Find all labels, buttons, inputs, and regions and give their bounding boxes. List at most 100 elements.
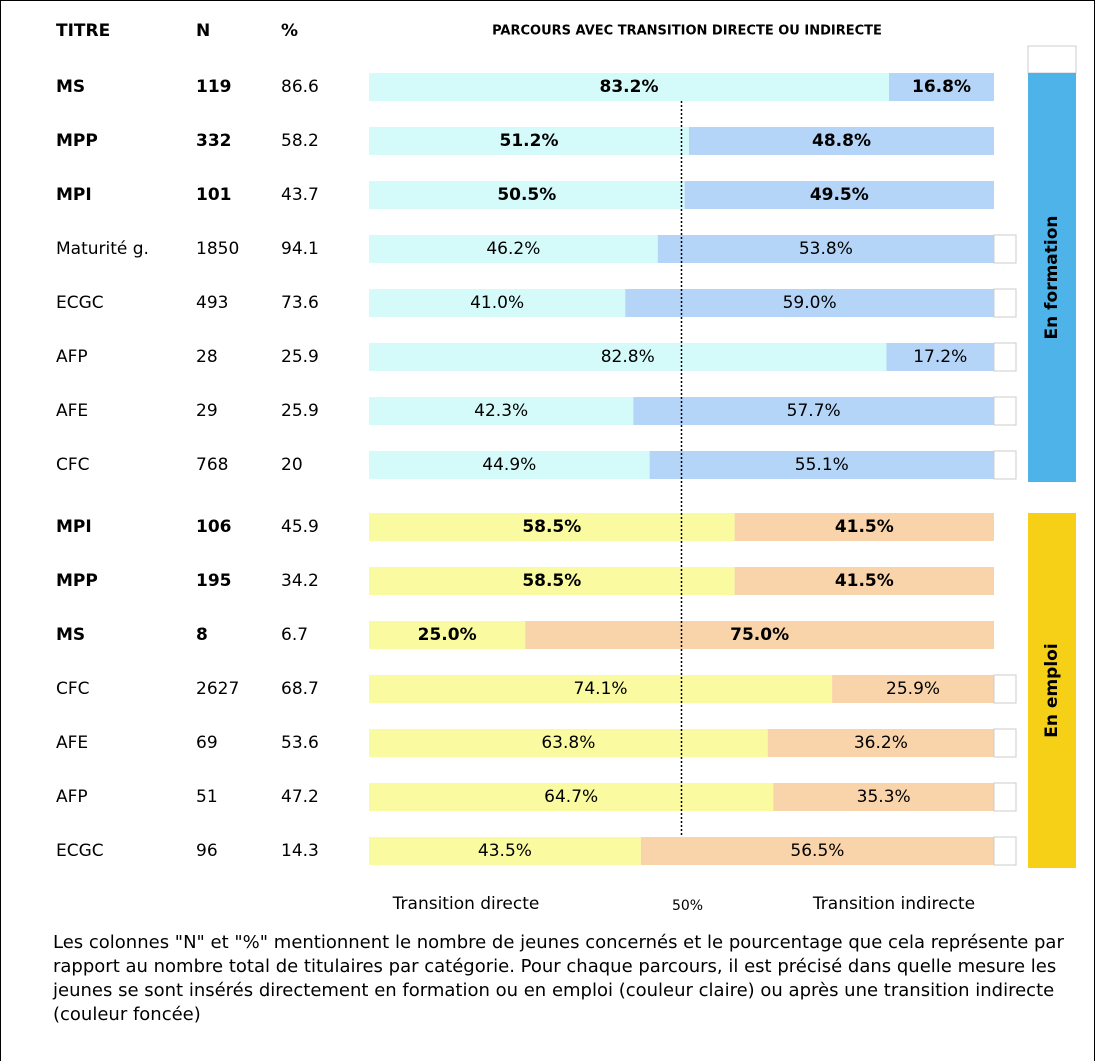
row-pct: 25.9 xyxy=(281,401,319,421)
bar-label: 82.8% xyxy=(601,347,655,367)
row-n: 493 xyxy=(196,293,228,313)
row-pct: 58.2 xyxy=(281,131,319,151)
row-n: 101 xyxy=(196,185,232,205)
bar-segment xyxy=(657,235,994,263)
row-label: MPI xyxy=(56,185,92,205)
group-label: En emploi xyxy=(1042,643,1062,737)
bar-segment xyxy=(369,343,887,371)
row-pct: 47.2 xyxy=(281,787,319,807)
row-label: AFE xyxy=(56,401,88,421)
bar-segment xyxy=(369,837,641,865)
bar-label: 56.5% xyxy=(790,841,844,861)
bar-label: 41.5% xyxy=(835,517,894,537)
row-pct: 6.7 xyxy=(281,625,308,645)
end-box xyxy=(993,396,1017,426)
note: Les colonnes "N" et "%" mentionnent le n… xyxy=(53,932,1064,1025)
bar-segment xyxy=(369,397,634,425)
bar-label: 74.1% xyxy=(574,679,628,699)
row-pct: 73.6 xyxy=(281,293,319,313)
bar-label: 50.5% xyxy=(497,185,556,205)
row-label: ECGC xyxy=(56,293,104,313)
row-label: AFE xyxy=(56,733,88,753)
bar-segment xyxy=(369,289,626,317)
row-label: Maturité g. xyxy=(56,239,149,259)
bar-segment xyxy=(832,675,994,703)
header-pct: % xyxy=(281,21,298,41)
end-box xyxy=(993,836,1017,866)
bar-label: 53.8% xyxy=(799,239,853,259)
bar-segment xyxy=(640,837,994,865)
bar-label: 16.8% xyxy=(912,77,971,97)
row-label: MPP xyxy=(56,131,98,151)
row-label: MS xyxy=(56,625,85,645)
bar-label: 25.9% xyxy=(886,679,940,699)
row-n: 69 xyxy=(196,733,218,753)
legend-indirect: Transition indirecte xyxy=(812,894,975,914)
bar-segment xyxy=(369,127,689,155)
bar-segment xyxy=(633,397,994,425)
row-label: AFP xyxy=(56,787,88,807)
bar-segment xyxy=(369,73,889,101)
row-n: 8 xyxy=(196,625,208,645)
end-box xyxy=(993,782,1017,812)
end-box xyxy=(993,234,1017,264)
bar-segment xyxy=(369,783,774,811)
bar-segment xyxy=(625,289,994,317)
bar-segment xyxy=(369,451,650,479)
bar-segment xyxy=(525,621,994,649)
row-label: CFC xyxy=(56,679,90,699)
bar-label: 58.5% xyxy=(522,517,581,537)
bar-segment xyxy=(369,181,685,209)
header-titre: TITRE xyxy=(56,21,110,41)
bar-segment xyxy=(767,729,994,757)
row-label: MS xyxy=(56,77,85,97)
bar-label: 63.8% xyxy=(541,733,595,753)
bar-label: 35.3% xyxy=(857,787,911,807)
bar-label: 51.2% xyxy=(500,131,559,151)
end-box xyxy=(993,674,1017,704)
bar-segment xyxy=(684,181,994,209)
bar-label: 42.3% xyxy=(474,401,528,421)
row-label: MPI xyxy=(56,517,92,537)
bar-label: 58.5% xyxy=(522,571,581,591)
row-n: 29 xyxy=(196,401,218,421)
bar-label: 57.7% xyxy=(787,401,841,421)
row-pct: 34.2 xyxy=(281,571,319,591)
bar-label: 46.2% xyxy=(486,239,540,259)
bar-label: 48.8% xyxy=(812,131,871,151)
legend-direct: Transition directe xyxy=(392,894,540,914)
bar-label: 75.0% xyxy=(730,625,789,645)
row-pct: 43.7 xyxy=(281,185,319,205)
row-label: ECGC xyxy=(56,841,104,861)
bar-label: 64.7% xyxy=(544,787,598,807)
bar-label: 44.9% xyxy=(482,455,536,475)
row-pct: 25.9 xyxy=(281,347,319,367)
bar-segment xyxy=(369,729,768,757)
bar-segment xyxy=(649,451,994,479)
row-label: MPP xyxy=(56,571,98,591)
group-bar xyxy=(1028,513,1076,868)
group-bar xyxy=(1028,73,1076,482)
bar-label: 83.2% xyxy=(600,77,659,97)
row-pct: 68.7 xyxy=(281,679,319,699)
bar-segment xyxy=(886,343,994,371)
x-tick-label: 50% xyxy=(672,898,703,914)
bar-segment xyxy=(734,513,994,541)
bar-segment xyxy=(369,235,658,263)
bar-segment xyxy=(889,73,994,101)
bar-segment xyxy=(369,567,735,595)
end-box xyxy=(993,288,1017,318)
row-n: 2627 xyxy=(196,679,239,699)
chart: TITRE N % PARCOURS AVEC TRANSITION DIREC… xyxy=(56,21,1077,914)
end-box xyxy=(993,450,1017,480)
row-pct: 86.6 xyxy=(281,77,319,97)
row-n: 28 xyxy=(196,347,218,367)
end-box xyxy=(993,728,1017,758)
bar-segment xyxy=(734,567,994,595)
bar-label: 41.0% xyxy=(470,293,524,313)
row-n: 96 xyxy=(196,841,218,861)
bar-segment xyxy=(689,127,994,155)
bar-label: 49.5% xyxy=(810,185,869,205)
top-box xyxy=(1027,45,1077,74)
